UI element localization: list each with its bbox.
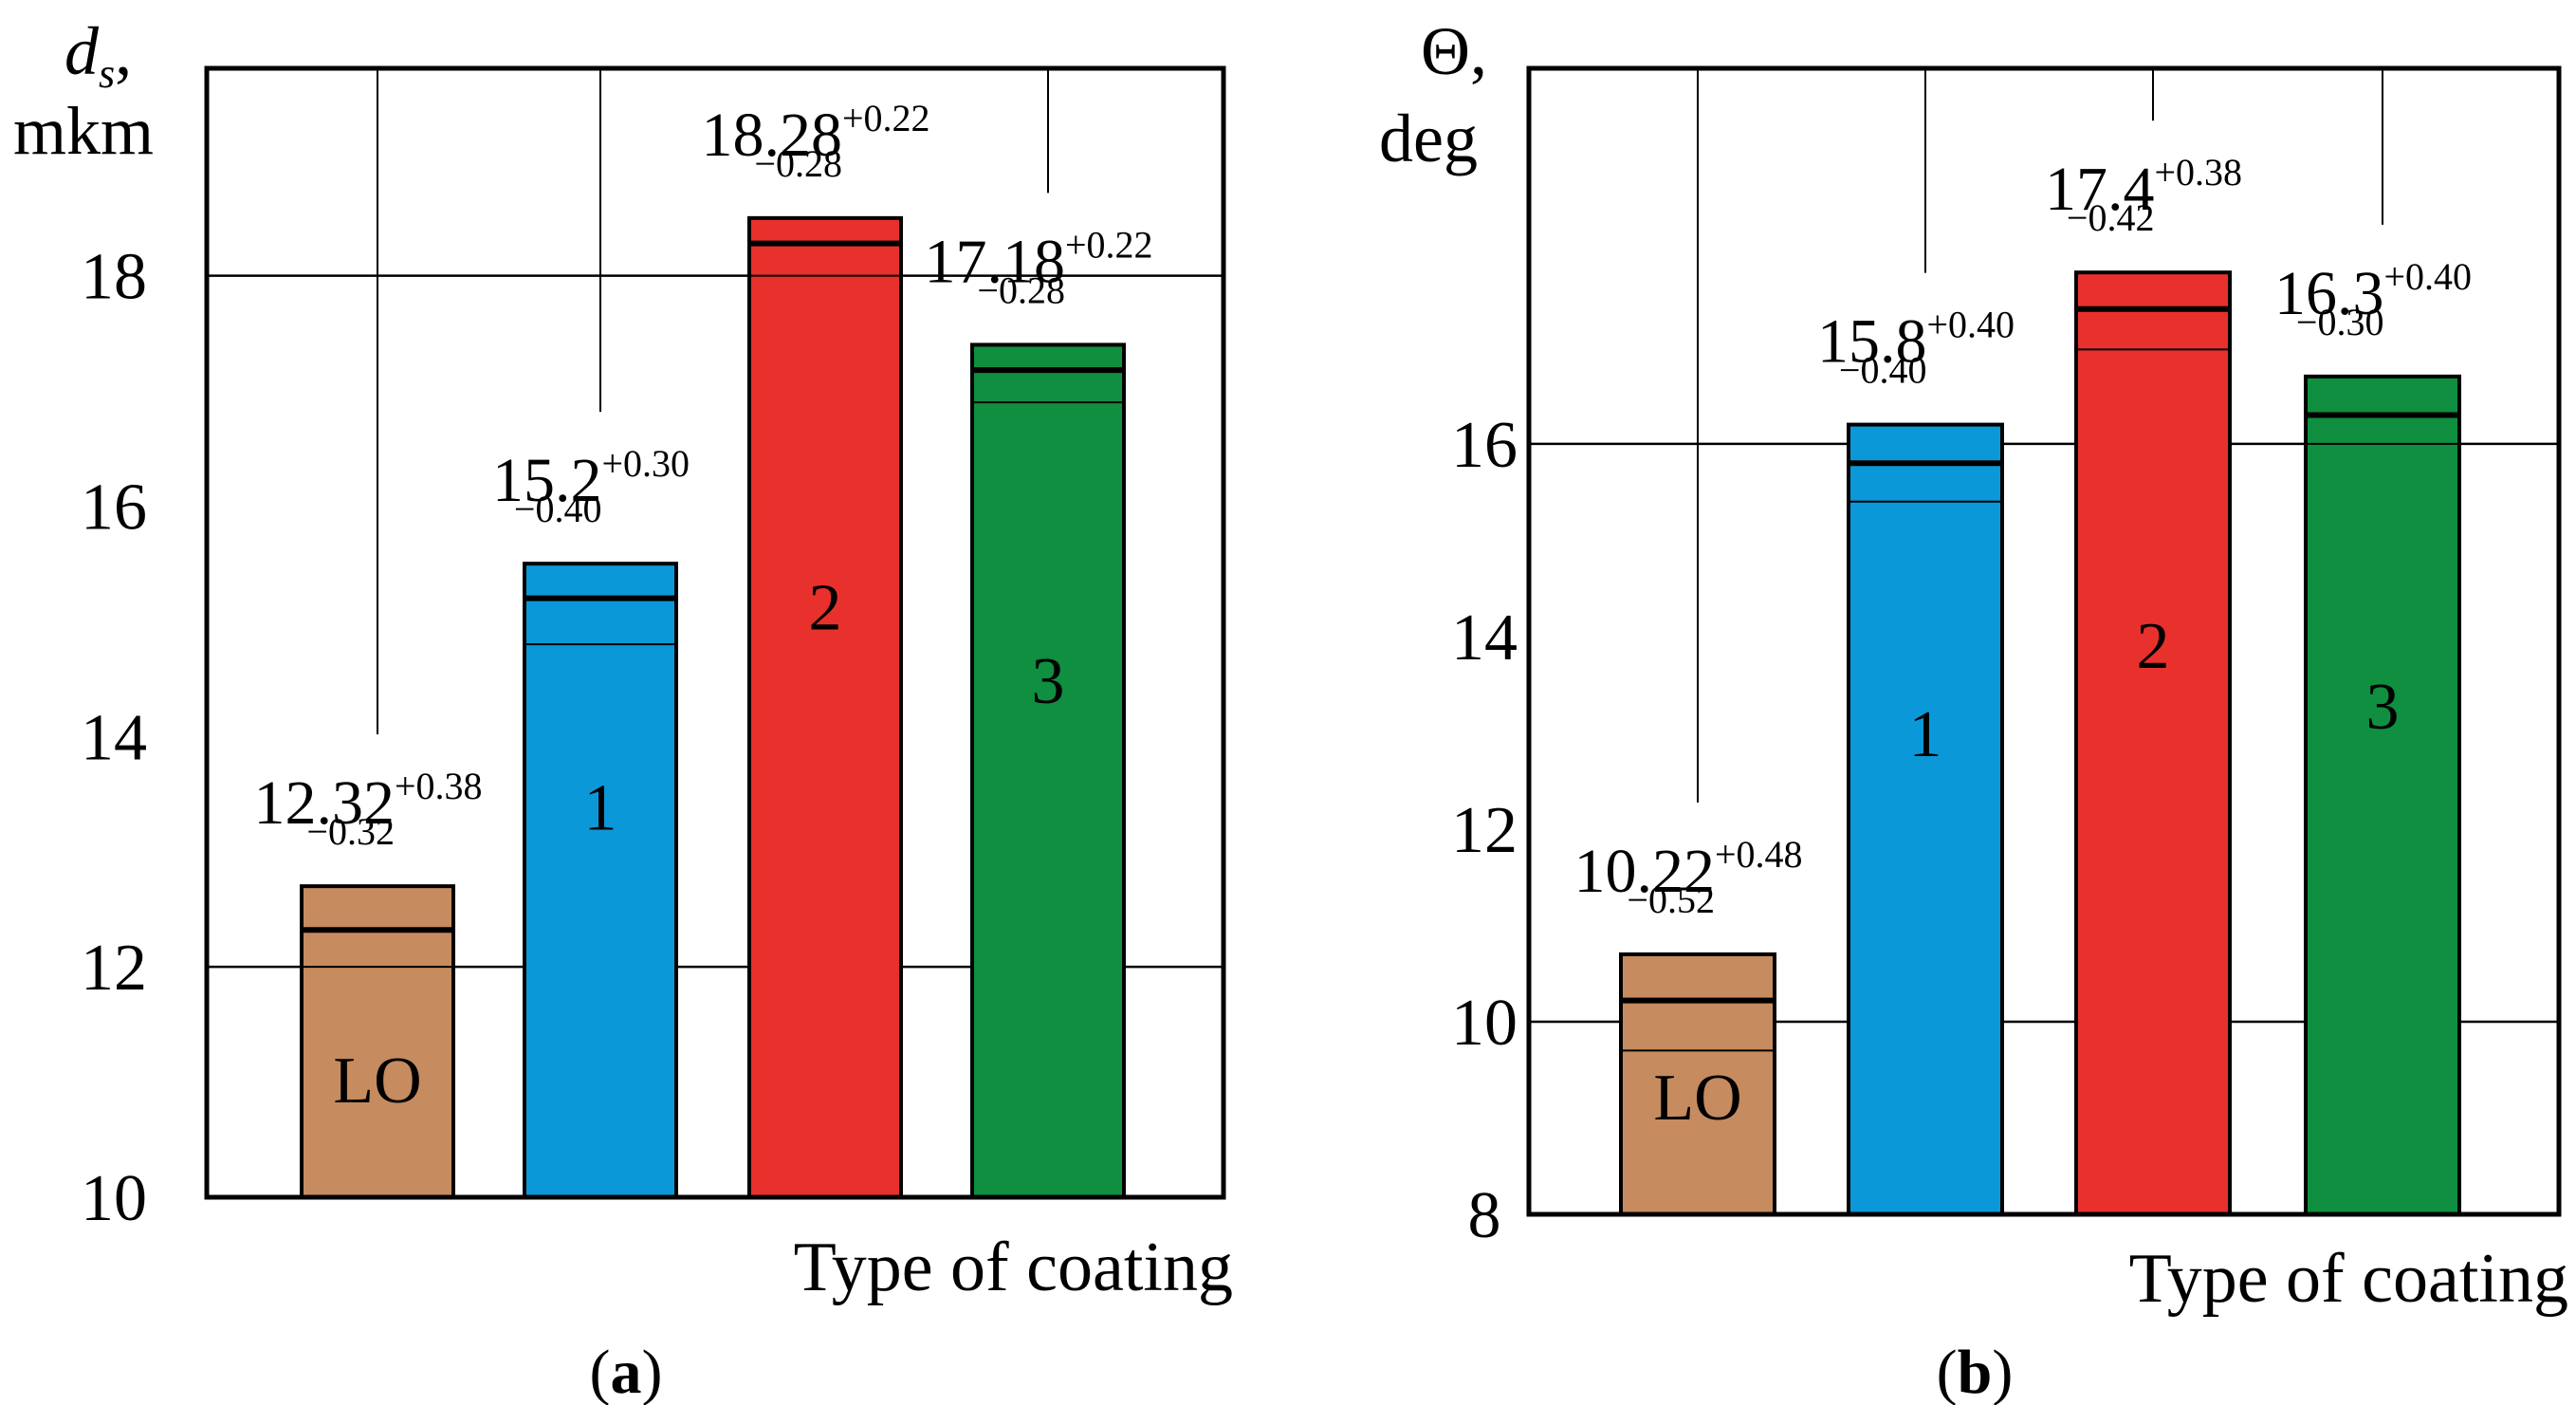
bar-category-label: LO: [1653, 1062, 1741, 1135]
value-minus-error: −0.28: [977, 268, 1065, 311]
bar-category-label: 3: [1032, 645, 1065, 718]
bar-category-label: 2: [2137, 610, 2170, 683]
plot-frame: [204, 65, 1226, 1200]
plot-frame: [1526, 65, 2562, 1217]
value-label: 10.22+0.48 −0.52: [1573, 833, 1802, 921]
value-label: 17.18+0.22 −0.28: [924, 223, 1152, 311]
value-main: 16.3: [2274, 259, 2384, 328]
y-axis-symbol: ds,: [64, 13, 132, 97]
value-minus-error: −0.42: [2067, 196, 2155, 239]
y-ticks-layer: 8 10 12 14 16: [1451, 409, 1518, 1252]
value-label: 16.3+0.40 −0.30: [2274, 255, 2472, 343]
bar-category-label: 2: [809, 571, 842, 644]
value-minus-error: −0.40: [1839, 349, 1927, 392]
value-main: 10.22: [1573, 837, 1715, 906]
bar-2: [2074, 270, 2232, 1216]
y-tick-label: 14: [1451, 601, 1518, 675]
bar-category-label: 3: [2366, 671, 2400, 744]
x-axis-label: Type of coating: [2129, 1240, 2568, 1318]
value-plus-error: +0.22: [1065, 223, 1153, 266]
bar-category-label: 1: [1909, 698, 1942, 771]
value-minus-error: −0.30: [2296, 301, 2384, 343]
y-tick-label: 12: [81, 932, 147, 1005]
bar-2: [747, 215, 903, 1199]
bar-1: [1847, 422, 2004, 1217]
y-tick-label: 16: [81, 471, 147, 544]
bar-1: [523, 562, 678, 1199]
value-plus-error: +0.48: [1715, 833, 1803, 876]
x-axis-label: Type of coating: [794, 1229, 1233, 1306]
value-plus-error: +0.22: [842, 97, 930, 139]
value-main: 17.18: [924, 227, 1065, 296]
y-tick-label: 8: [1468, 1179, 1501, 1252]
value-minus-error: −0.40: [514, 488, 602, 530]
panel-label-a: (a): [590, 1338, 663, 1405]
value-main: 17.4: [2045, 155, 2155, 224]
y-axis-subscript: s: [99, 50, 115, 97]
value-plus-error: +0.40: [2383, 255, 2472, 298]
bar-3: [970, 342, 1126, 1199]
value-minus-error: −0.28: [754, 142, 842, 185]
value-plus-error: +0.40: [1926, 304, 2015, 346]
y-axis-unit: deg: [1379, 101, 1478, 176]
bar-category-label: 1: [584, 772, 617, 845]
value-label: 12.32+0.38 −0.32: [253, 765, 482, 853]
y-tick-label: 14: [81, 701, 147, 774]
bar-3: [2304, 374, 2461, 1216]
value-minus-error: −0.52: [1627, 878, 1715, 921]
y-ticks-layer: 10 12 14 16 18: [81, 241, 147, 1235]
value-label: 18.28+0.22 −0.28: [701, 97, 929, 185]
bars-layer: [300, 215, 1126, 1200]
value-main: 15.8: [1817, 307, 1927, 377]
bar-lo: [300, 884, 455, 1200]
value-label: 15.2+0.30 −0.40: [492, 442, 690, 530]
y-tick-label: 10: [1451, 987, 1518, 1060]
bar-category-label: LO: [333, 1045, 421, 1118]
bars-layer: [1619, 270, 2461, 1217]
value-plus-error: +0.30: [601, 442, 690, 485]
y-tick-label: 18: [81, 241, 147, 314]
y-axis-unit: mkm: [13, 93, 154, 169]
y-tick-label: 10: [81, 1162, 147, 1235]
value-plus-error: +0.38: [395, 765, 483, 807]
panel-label-b: (b): [1937, 1338, 2014, 1405]
y-tick-label: 16: [1451, 409, 1518, 482]
value-main: 12.32: [253, 768, 395, 838]
y-tick-label: 12: [1451, 794, 1518, 867]
y-axis-symbol: Θ,: [1421, 13, 1487, 89]
value-plus-error: +0.38: [2154, 151, 2242, 194]
value-label: 17.4+0.38 −0.42: [2045, 151, 2242, 239]
value-main: 18.28: [701, 101, 842, 170]
value-minus-error: −0.32: [306, 810, 395, 853]
value-main: 15.2: [492, 446, 602, 515]
value-label: 15.8+0.40 −0.40: [1817, 304, 2015, 392]
